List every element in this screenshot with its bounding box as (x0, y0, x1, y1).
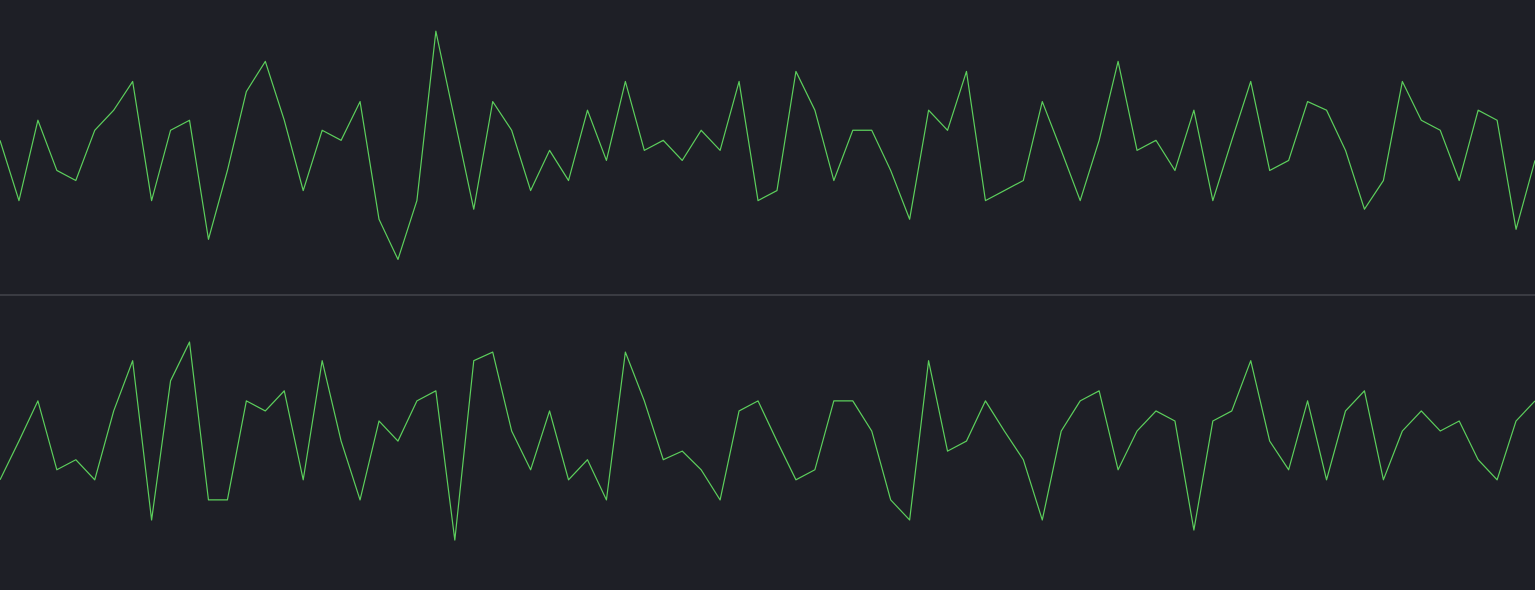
waveform-line (0, 341, 1535, 541)
waveform-line (0, 30, 1535, 261)
